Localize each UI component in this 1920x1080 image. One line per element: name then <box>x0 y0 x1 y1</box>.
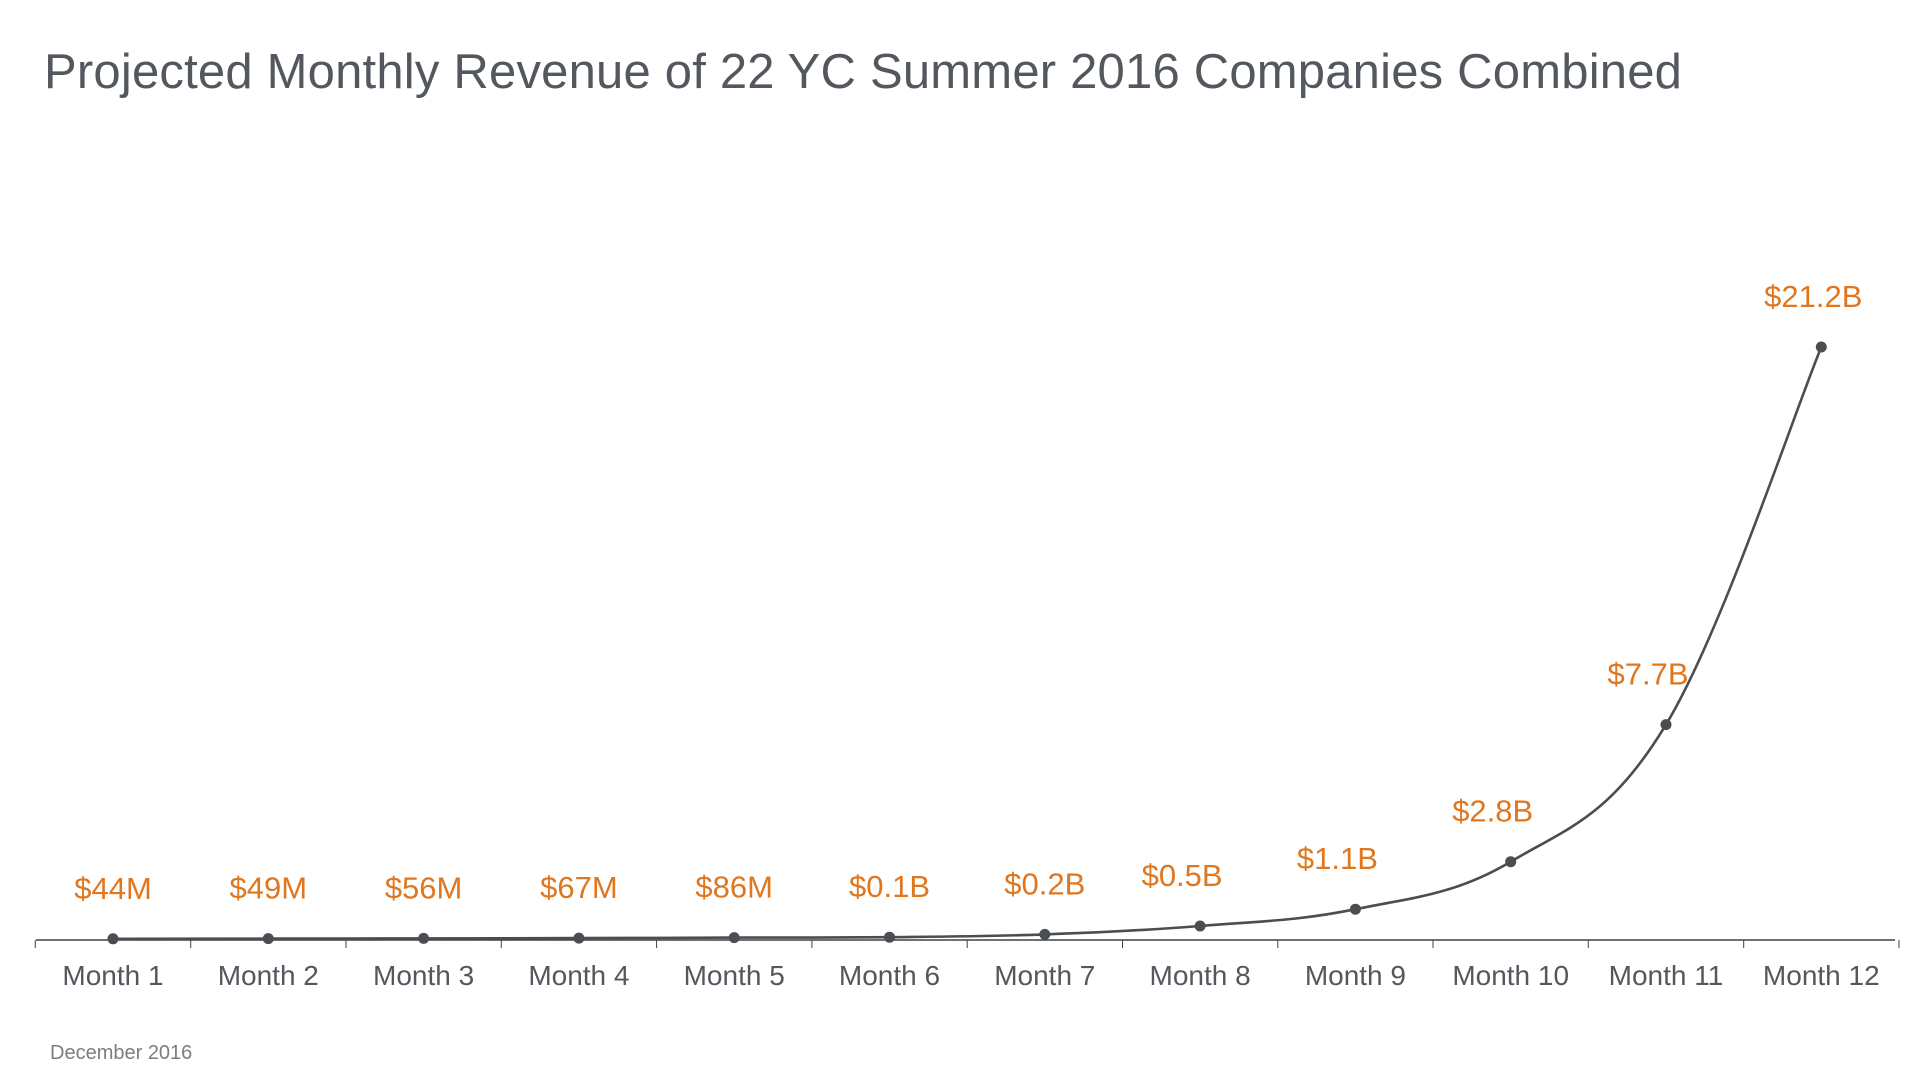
data-label: $2.8B <box>1452 794 1533 829</box>
x-tick-label: Month 1 <box>62 960 163 991</box>
data-label: $44M <box>74 871 152 906</box>
data-point <box>728 932 740 944</box>
data-label: $56M <box>385 870 463 905</box>
x-tick-label: Month 5 <box>684 960 785 991</box>
data-point <box>573 932 585 944</box>
chart-title: Projected Monthly Revenue of 22 YC Summe… <box>44 45 1683 99</box>
x-tick-label: Month 8 <box>1150 960 1251 991</box>
data-point <box>107 933 119 945</box>
x-tick-labels: Month 1 Month 2 Month 3 Month 4 Month 5 Month… <box>62 960 1879 991</box>
data-point <box>1194 920 1206 932</box>
x-tick-label: Month 9 <box>1305 960 1406 991</box>
x-axis-ticks <box>34 940 1900 948</box>
data-label: $49M <box>230 871 308 906</box>
data-labels: $44M $49M $56M $67M $86M $0.1B $0.2B $0.5B $1.1B… <box>74 279 1862 906</box>
footnote: December 2016 <box>50 1042 193 1064</box>
data-label: $1.1B <box>1297 841 1378 876</box>
data-label: $7.7B <box>1607 657 1688 692</box>
x-tick-label: Month 11 <box>1609 960 1724 991</box>
data-label: $0.5B <box>1142 858 1223 893</box>
data-point <box>418 932 430 944</box>
series-line <box>111 345 1823 941</box>
data-point <box>884 931 895 943</box>
x-tick-label: Month 2 <box>218 960 319 991</box>
x-tick-label: Month 3 <box>373 960 474 991</box>
data-label: $0.2B <box>1004 866 1085 901</box>
data-point <box>1505 856 1517 868</box>
data-label: $0.1B <box>849 869 930 904</box>
data-label: $21.2B <box>1764 279 1862 314</box>
data-point <box>1815 341 1827 353</box>
data-point <box>1039 928 1051 940</box>
x-tick-label: Month 4 <box>528 960 629 991</box>
x-tick-label: Month 12 <box>1763 960 1880 991</box>
data-point <box>1349 903 1361 915</box>
data-point <box>262 933 274 945</box>
x-tick-label: Month 6 <box>839 960 940 991</box>
data-label: $86M <box>695 870 773 905</box>
data-points <box>107 341 1827 945</box>
x-tick-label: Month 7 <box>994 960 1095 991</box>
data-point <box>1660 719 1672 731</box>
x-tick-label: Month 10 <box>1452 960 1569 991</box>
data-label: $67M <box>540 870 618 905</box>
